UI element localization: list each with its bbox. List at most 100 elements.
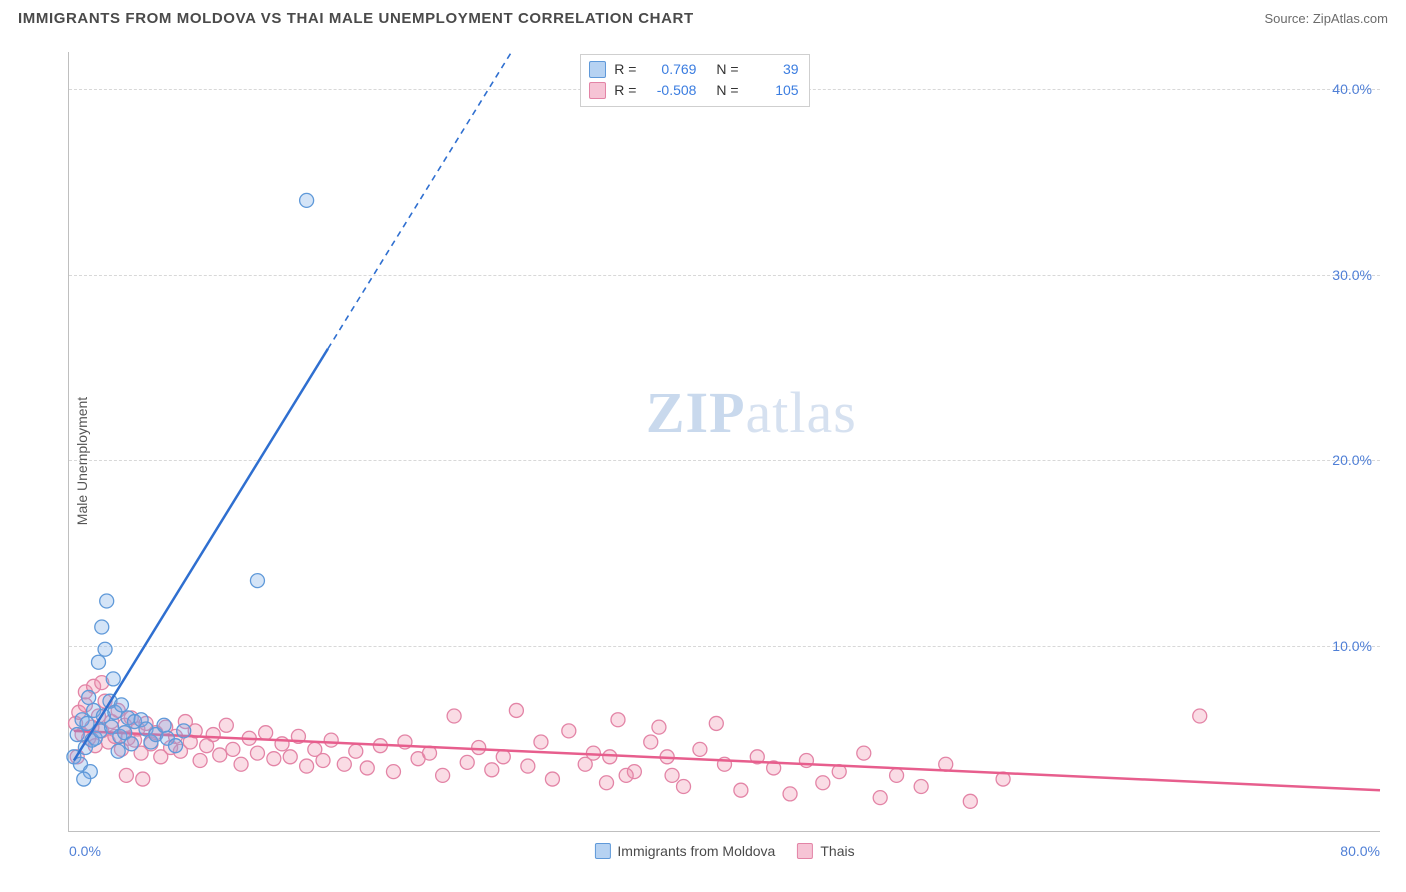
data-point-moldova [177, 724, 191, 738]
data-point-thais [816, 776, 830, 790]
data-point-thais [283, 750, 297, 764]
legend-label-moldova: Immigrants from Moldova [617, 843, 775, 859]
data-point-thais [534, 735, 548, 749]
data-point-thais [873, 791, 887, 805]
r-value-moldova: 0.769 [644, 59, 696, 80]
data-point-thais [600, 776, 614, 790]
data-point-thais [447, 709, 461, 723]
source-prefix: Source: [1264, 11, 1312, 26]
data-point-thais [509, 703, 523, 717]
data-point-moldova [98, 642, 112, 656]
chart-title: IMMIGRANTS FROM MOLDOVA VS THAI MALE UNE… [18, 10, 694, 27]
stats-legend-box: R = 0.769 N = 39 R = -0.508 N = 105 [580, 54, 809, 107]
data-point-thais [496, 750, 510, 764]
y-tick-label: 40.0% [1332, 81, 1372, 97]
stats-row-moldova: R = 0.769 N = 39 [589, 59, 798, 80]
data-point-thais [206, 728, 220, 742]
data-point-thais [337, 757, 351, 771]
data-point-thais [545, 772, 559, 786]
legend-item-thais: Thais [797, 843, 854, 859]
x-tick-min: 0.0% [69, 843, 101, 859]
data-point-thais [460, 755, 474, 769]
data-point-thais [324, 733, 338, 747]
trend-line-moldova [74, 349, 328, 761]
data-point-thais [644, 735, 658, 749]
data-point-moldova [106, 672, 120, 686]
data-point-thais [136, 772, 150, 786]
data-point-thais [472, 741, 486, 755]
data-point-thais [857, 746, 871, 760]
swatch-moldova-footer [594, 843, 610, 859]
data-point-thais [619, 768, 633, 782]
plot-svg [69, 52, 1380, 831]
data-point-thais [677, 779, 691, 793]
data-point-thais [213, 748, 227, 762]
data-point-moldova [124, 737, 138, 751]
chart-header: IMMIGRANTS FROM MOLDOVA VS THAI MALE UNE… [0, 0, 1406, 33]
data-point-moldova [250, 574, 264, 588]
y-tick-label: 30.0% [1332, 267, 1372, 283]
data-point-thais [267, 752, 281, 766]
x-tick-max: 80.0% [1340, 843, 1380, 859]
chart-area: Male Unemployment ZIPatlas R = 0.769 N =… [20, 42, 1386, 880]
plot-region: ZIPatlas R = 0.769 N = 39 R = -0.508 N =… [68, 52, 1380, 832]
data-point-moldova [100, 594, 114, 608]
data-point-moldova [157, 718, 171, 732]
data-point-thais [1193, 709, 1207, 723]
data-point-thais [890, 768, 904, 782]
data-point-moldova [77, 772, 91, 786]
data-point-thais [734, 783, 748, 797]
data-point-thais [386, 765, 400, 779]
n-label: N = [716, 80, 738, 101]
data-point-thais [485, 763, 499, 777]
r-value-thais: -0.508 [644, 80, 696, 101]
source-link[interactable]: ZipAtlas.com [1313, 11, 1388, 26]
data-point-moldova [114, 698, 128, 712]
data-point-moldova [300, 193, 314, 207]
data-point-thais [709, 716, 723, 730]
n-value-thais: 105 [747, 80, 799, 101]
x-axis-legend: Immigrants from Moldova Thais [594, 843, 854, 859]
y-tick-label: 10.0% [1332, 638, 1372, 654]
source-credit: Source: ZipAtlas.com [1264, 11, 1388, 26]
data-point-thais [234, 757, 248, 771]
data-point-thais [219, 718, 233, 732]
trend-line-dashed-moldova [328, 52, 512, 349]
data-point-thais [652, 720, 666, 734]
data-point-thais [783, 787, 797, 801]
data-point-moldova [111, 744, 125, 758]
n-value-moldova: 39 [747, 59, 799, 80]
data-point-thais [250, 746, 264, 760]
data-point-thais [693, 742, 707, 756]
data-point-moldova [95, 620, 109, 634]
r-label: R = [614, 80, 636, 101]
data-point-thais [603, 750, 617, 764]
data-point-thais [914, 779, 928, 793]
data-point-thais [300, 759, 314, 773]
data-point-thais [611, 713, 625, 727]
data-point-thais [436, 768, 450, 782]
data-point-thais [193, 754, 207, 768]
data-point-thais [226, 742, 240, 756]
swatch-thais-footer [797, 843, 813, 859]
data-point-thais [521, 759, 535, 773]
swatch-moldova [589, 61, 606, 78]
y-tick-label: 20.0% [1332, 452, 1372, 468]
data-point-thais [665, 768, 679, 782]
legend-label-thais: Thais [820, 843, 854, 859]
data-point-moldova [70, 728, 84, 742]
data-point-thais [349, 744, 363, 758]
data-point-thais [259, 726, 273, 740]
swatch-thais [589, 82, 606, 99]
data-point-moldova [91, 655, 105, 669]
data-point-thais [360, 761, 374, 775]
data-point-thais [119, 768, 133, 782]
stats-row-thais: R = -0.508 N = 105 [589, 80, 798, 101]
data-point-thais [562, 724, 576, 738]
data-point-moldova [80, 716, 94, 730]
data-point-moldova [169, 739, 183, 753]
data-point-thais [316, 754, 330, 768]
data-point-moldova [82, 690, 96, 704]
r-label: R = [614, 59, 636, 80]
n-label: N = [716, 59, 738, 80]
